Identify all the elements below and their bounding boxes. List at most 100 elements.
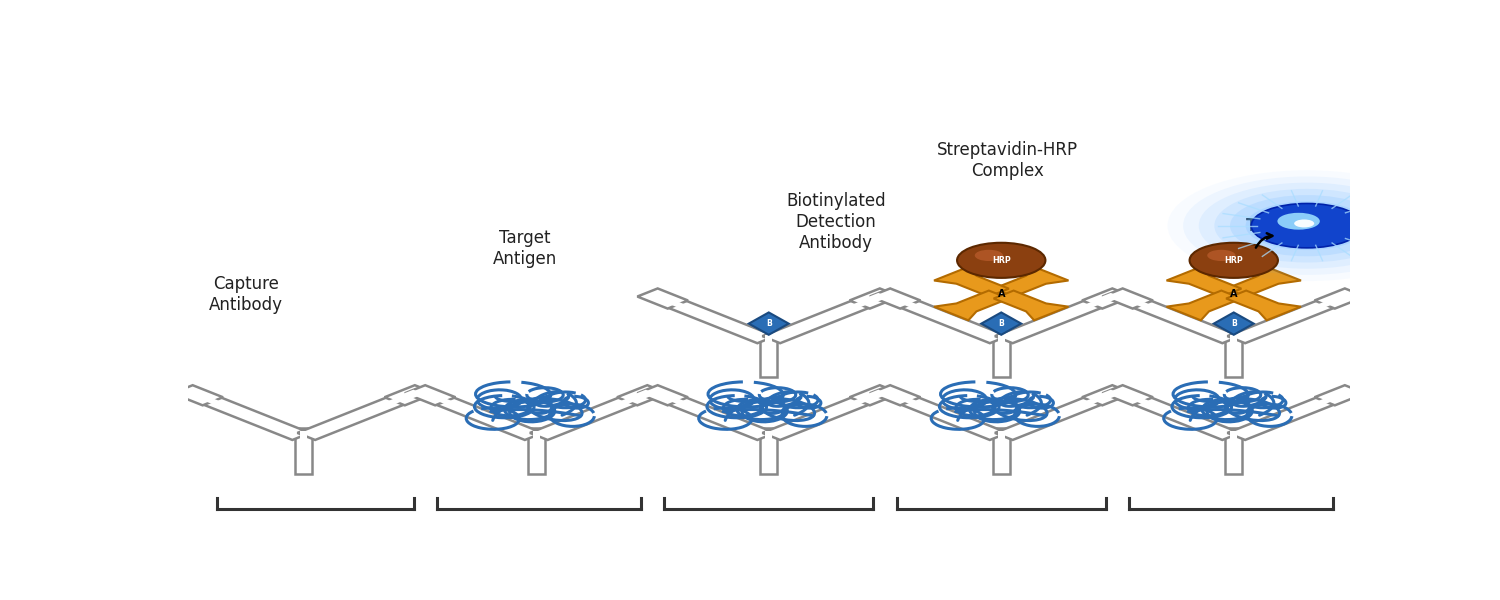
Polygon shape — [1102, 289, 1154, 308]
Text: HRP: HRP — [1224, 256, 1244, 265]
Polygon shape — [748, 313, 789, 335]
Polygon shape — [1227, 295, 1348, 343]
FancyBboxPatch shape — [998, 431, 1005, 472]
Circle shape — [1294, 220, 1314, 227]
Circle shape — [1208, 250, 1236, 261]
Polygon shape — [422, 392, 543, 440]
Polygon shape — [638, 289, 688, 308]
Polygon shape — [994, 392, 1116, 440]
Polygon shape — [870, 385, 921, 406]
FancyBboxPatch shape — [1226, 331, 1242, 377]
Polygon shape — [861, 293, 889, 304]
Polygon shape — [1226, 267, 1300, 296]
Circle shape — [957, 243, 1046, 278]
FancyBboxPatch shape — [1230, 431, 1238, 472]
Polygon shape — [1094, 293, 1122, 304]
Polygon shape — [628, 389, 657, 401]
Polygon shape — [1137, 302, 1222, 336]
Polygon shape — [672, 302, 758, 336]
Text: Capture
Antibody: Capture Antibody — [209, 275, 282, 314]
Polygon shape — [870, 289, 921, 308]
Polygon shape — [886, 392, 1008, 440]
Polygon shape — [880, 293, 909, 304]
Polygon shape — [616, 385, 668, 406]
Polygon shape — [1082, 385, 1132, 406]
FancyBboxPatch shape — [765, 431, 772, 472]
Polygon shape — [648, 389, 676, 401]
Polygon shape — [384, 385, 435, 406]
FancyBboxPatch shape — [296, 428, 312, 474]
Polygon shape — [1245, 399, 1330, 433]
FancyBboxPatch shape — [760, 428, 777, 474]
Polygon shape — [1013, 399, 1098, 433]
Polygon shape — [315, 399, 400, 433]
Text: HRP: HRP — [992, 256, 1011, 265]
Circle shape — [1230, 195, 1385, 256]
FancyBboxPatch shape — [998, 335, 1005, 375]
Circle shape — [1215, 189, 1400, 262]
Polygon shape — [548, 399, 633, 433]
Polygon shape — [934, 290, 1010, 320]
Polygon shape — [1113, 293, 1142, 304]
Polygon shape — [396, 389, 424, 401]
Polygon shape — [405, 385, 456, 406]
FancyBboxPatch shape — [760, 331, 777, 377]
Text: B: B — [999, 319, 1004, 328]
Polygon shape — [1082, 289, 1132, 308]
Polygon shape — [993, 290, 1068, 320]
Polygon shape — [1226, 290, 1300, 320]
Circle shape — [1278, 213, 1320, 230]
Polygon shape — [994, 295, 1116, 343]
Polygon shape — [904, 302, 990, 336]
Polygon shape — [993, 267, 1068, 296]
Circle shape — [975, 250, 1004, 261]
FancyBboxPatch shape — [993, 428, 1010, 474]
Polygon shape — [1113, 389, 1142, 401]
Polygon shape — [849, 289, 900, 308]
Text: TMB: TMB — [1245, 217, 1286, 235]
Polygon shape — [780, 302, 865, 336]
Polygon shape — [1245, 302, 1330, 336]
Polygon shape — [762, 392, 884, 440]
Circle shape — [1198, 182, 1414, 269]
Polygon shape — [762, 295, 884, 343]
Polygon shape — [1326, 389, 1354, 401]
Polygon shape — [1314, 289, 1365, 308]
Text: A: A — [998, 289, 1005, 299]
Polygon shape — [1119, 295, 1240, 343]
Text: Target
Antigen: Target Antigen — [492, 229, 556, 268]
Polygon shape — [1137, 399, 1222, 433]
Polygon shape — [861, 389, 889, 401]
Polygon shape — [981, 313, 1022, 335]
Polygon shape — [1227, 392, 1348, 440]
Polygon shape — [440, 399, 525, 433]
Text: Streptavidin-HRP
Complex: Streptavidin-HRP Complex — [936, 141, 1077, 180]
Text: Biotinylated
Detection
Antibody: Biotinylated Detection Antibody — [786, 192, 886, 252]
Polygon shape — [904, 399, 990, 433]
FancyBboxPatch shape — [532, 431, 540, 472]
Text: B: B — [1232, 319, 1236, 328]
Circle shape — [1251, 203, 1364, 248]
Polygon shape — [654, 295, 776, 343]
Polygon shape — [1326, 293, 1354, 304]
Polygon shape — [530, 392, 651, 440]
Polygon shape — [183, 389, 211, 401]
Polygon shape — [189, 392, 310, 440]
Polygon shape — [886, 295, 1008, 343]
Polygon shape — [849, 385, 900, 406]
Polygon shape — [648, 293, 676, 304]
Polygon shape — [638, 385, 688, 406]
Polygon shape — [1314, 385, 1365, 406]
Polygon shape — [654, 392, 776, 440]
FancyBboxPatch shape — [528, 428, 544, 474]
Circle shape — [1245, 201, 1368, 250]
Polygon shape — [880, 389, 909, 401]
Polygon shape — [1094, 389, 1122, 401]
Polygon shape — [1167, 290, 1242, 320]
Polygon shape — [416, 389, 444, 401]
Polygon shape — [172, 385, 224, 406]
Polygon shape — [1167, 267, 1242, 296]
FancyBboxPatch shape — [1230, 335, 1238, 375]
Text: B: B — [766, 319, 771, 328]
Polygon shape — [672, 399, 758, 433]
